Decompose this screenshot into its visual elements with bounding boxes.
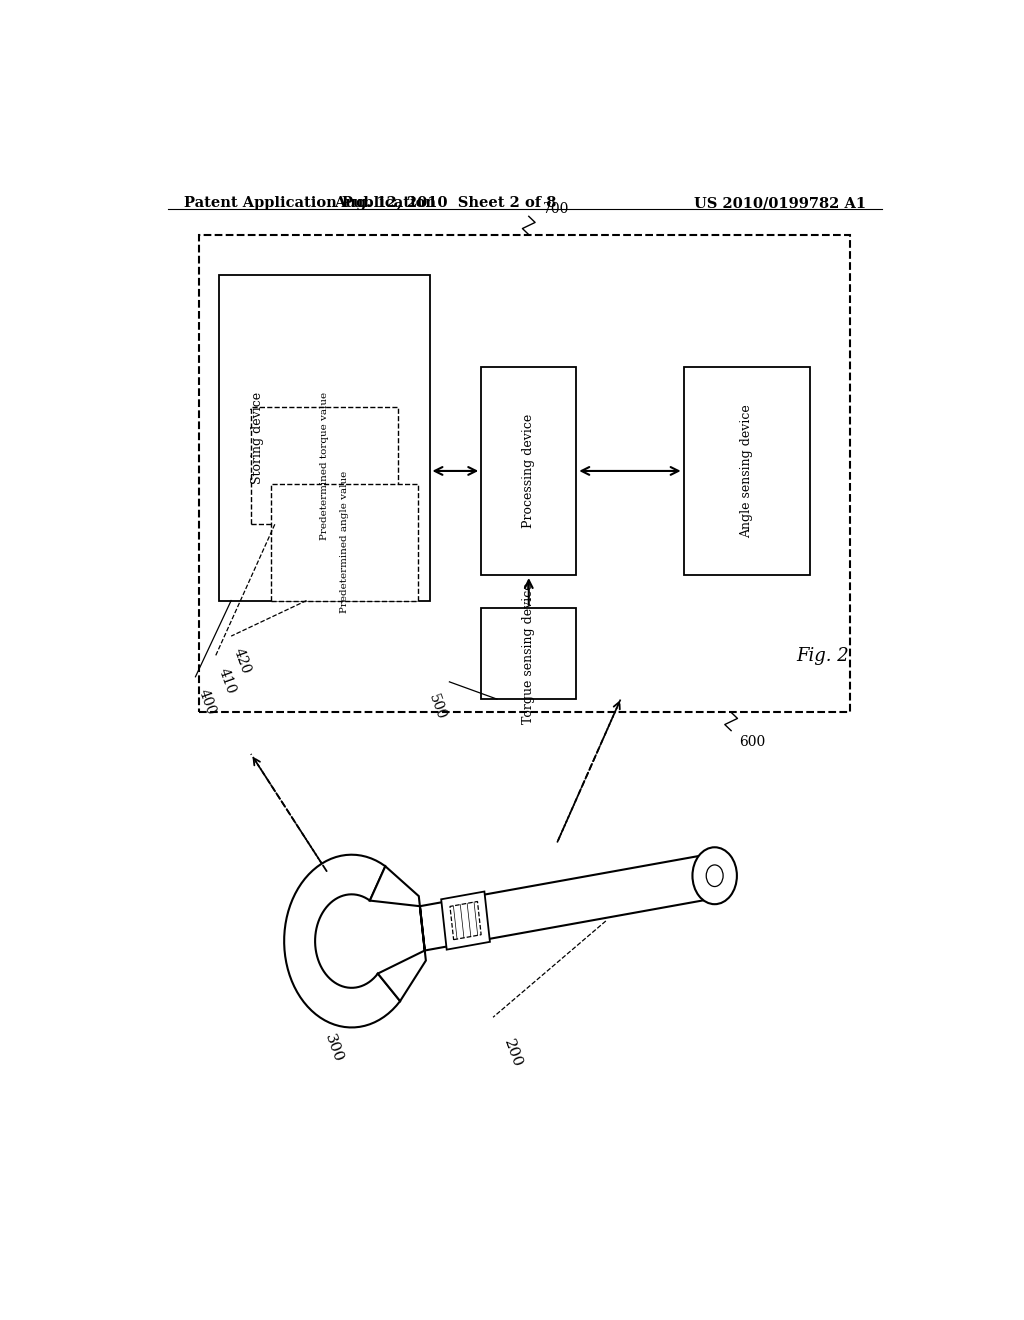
Polygon shape [441,891,489,949]
Polygon shape [285,854,400,1027]
Text: Processing device: Processing device [522,413,536,528]
Bar [219,276,430,601]
Text: 300: 300 [323,1032,345,1065]
Bar [251,408,397,524]
Text: 410: 410 [215,667,238,696]
Text: Patent Application Publication: Patent Application Publication [183,195,435,210]
Bar [200,235,850,713]
Text: Aug. 12, 2010  Sheet 2 of 8: Aug. 12, 2010 Sheet 2 of 8 [334,195,557,210]
Text: US 2010/0199782 A1: US 2010/0199782 A1 [694,195,866,210]
Bar [684,367,811,576]
Circle shape [707,865,723,887]
Polygon shape [370,866,426,1001]
Text: 200: 200 [501,1038,524,1071]
Bar [481,607,577,700]
Text: Fig. 2: Fig. 2 [796,647,849,665]
Text: Torgue sensing device: Torgue sensing device [522,582,536,725]
Text: 420: 420 [231,647,253,676]
Polygon shape [450,902,481,940]
Text: Predetermined torque value: Predetermined torque value [319,392,329,540]
Text: Angle sensing device: Angle sensing device [740,404,754,537]
Text: Predetermined angle value: Predetermined angle value [340,471,349,614]
Text: 600: 600 [739,735,765,748]
Polygon shape [420,853,730,950]
Text: Storing device: Storing device [251,392,263,484]
Bar [270,483,418,601]
Circle shape [692,847,737,904]
Text: 400: 400 [196,686,218,717]
Text: 500: 500 [426,692,447,722]
Bar [481,367,577,576]
Text: 700: 700 [543,202,569,216]
